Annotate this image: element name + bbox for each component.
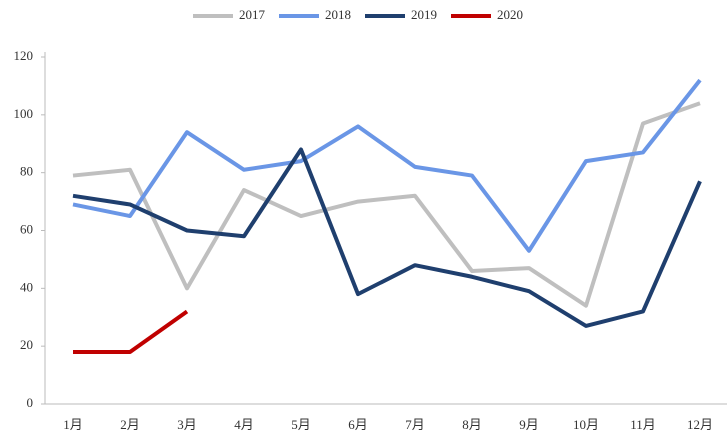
y-tick-label: 120	[14, 48, 34, 63]
x-tick-label: 6月	[348, 417, 368, 432]
legend-label: 2020	[497, 7, 523, 22]
x-tick-label: 12月	[687, 417, 713, 432]
x-tick-label: 1月	[63, 417, 83, 432]
x-tick-label: 10月	[573, 417, 599, 432]
y-tick-label: 20	[20, 337, 33, 352]
x-tick-label: 9月	[519, 417, 539, 432]
series-line	[72, 78, 702, 253]
x-tick-label: 4月	[234, 417, 254, 432]
y-tick-label: 100	[14, 106, 34, 121]
x-tick-label: 7月	[405, 417, 425, 432]
legend-label: 2017	[239, 7, 266, 22]
x-tick-label: 5月	[291, 417, 311, 432]
legend-label: 2019	[411, 7, 437, 22]
x-tick-label: 2月	[120, 417, 140, 432]
y-tick-label: 80	[20, 164, 33, 179]
y-tick-label: 40	[20, 279, 33, 294]
series-line	[72, 101, 701, 308]
x-tick-label: 3月	[177, 417, 197, 432]
series-line	[72, 147, 702, 328]
y-tick-label: 0	[27, 395, 34, 410]
legend-label: 2018	[325, 7, 351, 22]
series-line	[73, 309, 189, 354]
x-tick-label: 11月	[630, 417, 656, 432]
x-tick-label: 8月	[462, 417, 482, 432]
y-tick-label: 60	[20, 221, 33, 236]
